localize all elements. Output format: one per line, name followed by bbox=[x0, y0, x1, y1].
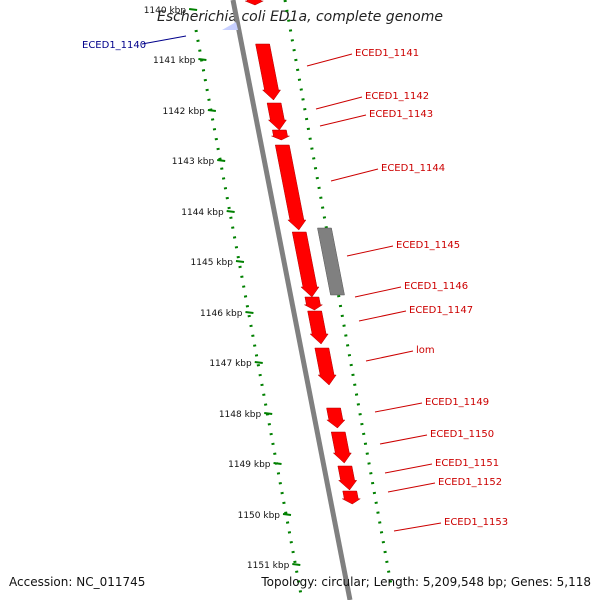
scale-tick bbox=[282, 513, 292, 516]
gene-label-eced1-1150[interactable]: ECED1_1150 bbox=[430, 429, 494, 440]
gene-leader-line bbox=[354, 286, 402, 298]
gene-label-eced1-1145[interactable]: ECED1_1145 bbox=[396, 240, 460, 251]
scale-tick bbox=[226, 210, 235, 213]
gene-label-eced1-1140[interactable]: ECED1_1140 bbox=[82, 40, 146, 51]
gene-label-eced1-1152[interactable]: ECED1_1152 bbox=[438, 477, 502, 488]
gene-leader-line bbox=[358, 310, 407, 322]
scale-tick bbox=[245, 311, 254, 314]
gene-arrow[interactable] bbox=[337, 465, 358, 491]
gene-leader-line bbox=[330, 168, 379, 182]
gene-label-lom[interactable]: lom bbox=[416, 345, 435, 356]
scale-tick-label: 1145 kbp bbox=[191, 258, 234, 268]
scale-tick bbox=[273, 462, 282, 465]
gene-leader-line bbox=[346, 245, 394, 257]
scale-tick-label: 1149 kbp bbox=[228, 460, 271, 470]
scale-tick bbox=[235, 260, 245, 263]
scale-tick-label: 1143 kbp bbox=[172, 157, 215, 167]
gene-leader-line bbox=[374, 402, 423, 413]
gene-arrow[interactable] bbox=[274, 144, 307, 231]
gene-arrow[interactable] bbox=[255, 43, 282, 101]
gene-arrow[interactable] bbox=[342, 490, 362, 505]
gene-label-eced1-1153[interactable]: ECED1_1153 bbox=[444, 517, 508, 528]
gene-leader-line bbox=[384, 463, 433, 474]
gene-label-eced1-1141[interactable]: ECED1_1141 bbox=[355, 48, 419, 59]
gene-arrow[interactable] bbox=[307, 310, 329, 345]
genome-backbone bbox=[230, 0, 353, 600]
scale-tick-label: 1146 kbp bbox=[200, 309, 243, 319]
scale-tick-label: 1150 kbp bbox=[238, 511, 281, 521]
gene-leader-line bbox=[306, 53, 353, 67]
gene-arrow[interactable] bbox=[245, 0, 264, 6]
gene-label-eced1-1147[interactable]: ECED1_1147 bbox=[409, 305, 473, 316]
highlight-marker bbox=[222, 22, 238, 30]
scale-tick bbox=[188, 8, 198, 11]
gene-leader-line bbox=[141, 35, 187, 45]
gene-leader-line bbox=[393, 522, 442, 532]
gene-leader-line bbox=[365, 350, 414, 362]
gene-leader-line bbox=[315, 96, 363, 110]
accession-text: Accession: NC_011745 bbox=[9, 575, 146, 589]
gene-label-eced1-1143[interactable]: ECED1_1143 bbox=[369, 109, 433, 120]
gene-label-eced1-1151[interactable]: ECED1_1151 bbox=[435, 458, 499, 469]
scale-tick-label: 1151 kbp bbox=[247, 561, 290, 571]
gene-arrow[interactable] bbox=[330, 431, 352, 464]
genome-summary: Topology: circular; Length: 5,209,548 bp… bbox=[261, 575, 591, 589]
gene-leader-line bbox=[319, 114, 367, 127]
scale-tick bbox=[292, 563, 301, 566]
scale-tick-label: 1141 kbp bbox=[153, 56, 196, 66]
gene-leader-line bbox=[379, 434, 428, 445]
gene-arrow[interactable] bbox=[304, 296, 324, 311]
gene-label-eced1-1146[interactable]: ECED1_1146 bbox=[404, 281, 468, 292]
scale-tick-label: 1142 kbp bbox=[162, 107, 205, 117]
scale-tick-label: 1147 kbp bbox=[209, 359, 252, 369]
scale-tick bbox=[254, 361, 263, 364]
scale-tick-label: 1144 kbp bbox=[181, 208, 224, 218]
gene-leader-line bbox=[387, 482, 436, 493]
scale-tick bbox=[264, 412, 273, 415]
scale-tick bbox=[207, 109, 217, 112]
scale-tick bbox=[217, 159, 226, 162]
scale-tick-label: 1140 kbp bbox=[144, 6, 187, 16]
scale-tick bbox=[198, 58, 207, 61]
gene-arrow[interactable] bbox=[271, 129, 290, 141]
scale-tick-label: 1148 kbp bbox=[219, 410, 262, 420]
map-title: Escherichia coli ED1a, complete genome bbox=[157, 9, 443, 25]
gene-arrow[interactable] bbox=[291, 231, 320, 298]
gene-arrow[interactable] bbox=[326, 407, 346, 429]
gene-label-eced1-1144[interactable]: ECED1_1144 bbox=[381, 163, 445, 174]
gene-arrow[interactable] bbox=[314, 347, 337, 386]
gene-arrow[interactable] bbox=[266, 102, 287, 131]
gene-label-eced1-1142[interactable]: ECED1_1142 bbox=[365, 91, 429, 102]
gene-label-eced1-1149[interactable]: ECED1_1149 bbox=[425, 397, 489, 408]
gene-pseudo-bar[interactable] bbox=[317, 227, 345, 296]
